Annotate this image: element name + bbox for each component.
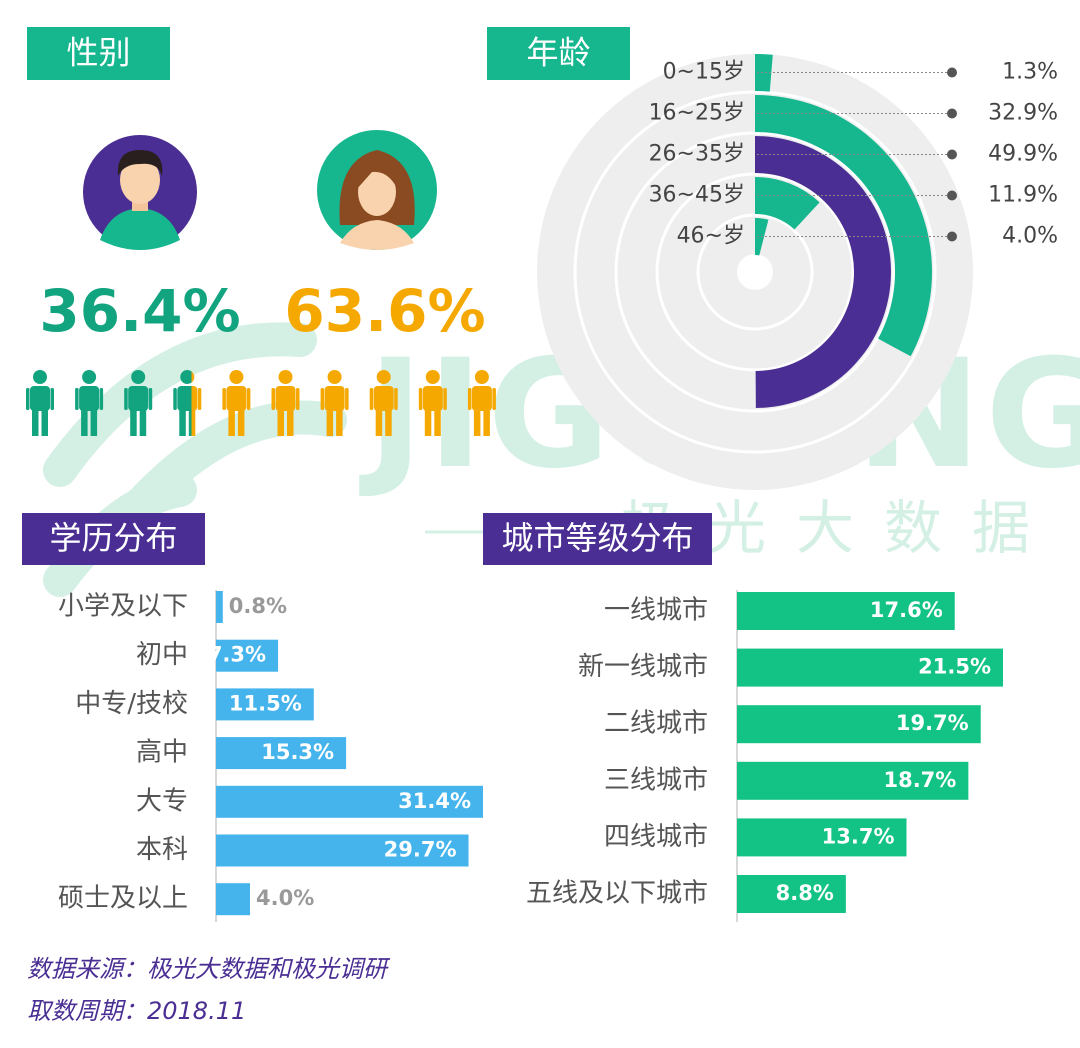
person-icon (418, 370, 447, 436)
leader-dot (947, 190, 957, 201)
header-title: 学历分布 (49, 519, 177, 557)
value-label: 13.7% (822, 824, 895, 848)
value-label: 29.7% (384, 838, 457, 862)
radial-gap (614, 131, 896, 413)
radial-bar (755, 177, 820, 230)
category-label: 新一线城市 (578, 652, 708, 682)
value-label: 7.3% (208, 643, 266, 667)
category-label: 初中 (136, 640, 188, 670)
value-label: 21.5% (918, 655, 991, 679)
swoosh (43, 322, 317, 487)
person-icon (173, 370, 202, 436)
leader-dot (947, 149, 957, 160)
percent-label: 36.4% (39, 277, 240, 345)
header-title: 性别 (66, 34, 130, 72)
category-label: 中专/技校 (75, 689, 188, 719)
radial-bar (755, 136, 891, 408)
category-label: 高中 (136, 738, 188, 768)
bar (216, 639, 279, 672)
category-label: 16~25岁 (649, 101, 745, 126)
bar (216, 688, 314, 721)
person-icon (467, 370, 496, 436)
header-box (22, 513, 205, 565)
header-title: 城市等级分布 (501, 519, 693, 557)
value-label: 4.0% (256, 886, 314, 910)
header-title: 年龄 (526, 34, 590, 72)
radial-gap (655, 172, 855, 372)
bar (737, 592, 955, 630)
bar (737, 648, 1003, 687)
percent-label: 63.6% (284, 277, 485, 345)
period: 取数周期：2018.11 (27, 997, 246, 1025)
bar (216, 591, 223, 623)
radial-gap (573, 90, 937, 454)
person-icon (271, 370, 300, 436)
person-icon (124, 370, 153, 436)
value-label: 1.3% (1002, 60, 1058, 85)
bar (737, 875, 846, 913)
value-label: 31.4% (398, 789, 471, 813)
category-label: 36~45岁 (649, 183, 745, 208)
radial-gap (696, 213, 814, 331)
radial-bar (755, 95, 932, 357)
person-icon (369, 370, 398, 436)
value-label: 4.0% (1002, 224, 1058, 249)
value-label: 11.9% (988, 183, 1058, 208)
value-label: 17.6% (870, 598, 943, 622)
bar (216, 883, 251, 916)
radial-hole (737, 254, 773, 290)
value-label: 49.9% (988, 142, 1058, 167)
person-icon (320, 370, 349, 436)
bar (737, 761, 969, 800)
category-label: 小学及以下 (58, 592, 188, 622)
leader-dot (947, 108, 957, 119)
person-icon (26, 370, 54, 436)
header-box (487, 27, 630, 80)
category-label: 0~15岁 (663, 60, 745, 85)
category-label: 大专 (136, 786, 188, 816)
source: 数据来源：极光大数据和极光调研 (27, 955, 391, 983)
value-label: 19.7% (896, 711, 969, 735)
category-label: 46~岁 (677, 224, 745, 249)
value-label: 15.3% (261, 740, 334, 764)
bar (216, 785, 483, 818)
value-label: 18.7% (883, 768, 956, 792)
bar (216, 834, 469, 867)
value-label: 8.8% (776, 881, 834, 905)
person-icon (222, 370, 251, 436)
person-icon (75, 370, 104, 436)
value-label: 32.9% (988, 101, 1058, 126)
category-label: 四线城市 (604, 822, 708, 852)
category-label: 26~35岁 (649, 142, 745, 167)
bar (737, 705, 981, 744)
category-label: 一线城市 (604, 596, 708, 626)
value-label: 11.5% (229, 691, 302, 715)
header-box (483, 513, 712, 565)
category-label: 五线及以下城市 (526, 879, 708, 909)
bar (216, 737, 347, 770)
header-box (27, 27, 170, 80)
leader-dot (947, 231, 957, 242)
category-label: 三线城市 (604, 765, 708, 795)
leader-dot (947, 67, 957, 78)
radial-bar (755, 54, 773, 92)
male-avatar (83, 135, 197, 250)
bar (737, 818, 907, 857)
category-label: 本科 (136, 835, 188, 865)
value-label: 0.8% (229, 594, 287, 618)
category-label: 二线城市 (604, 709, 708, 739)
female-avatar (317, 130, 437, 250)
category-label: 硕士及以上 (58, 884, 188, 914)
